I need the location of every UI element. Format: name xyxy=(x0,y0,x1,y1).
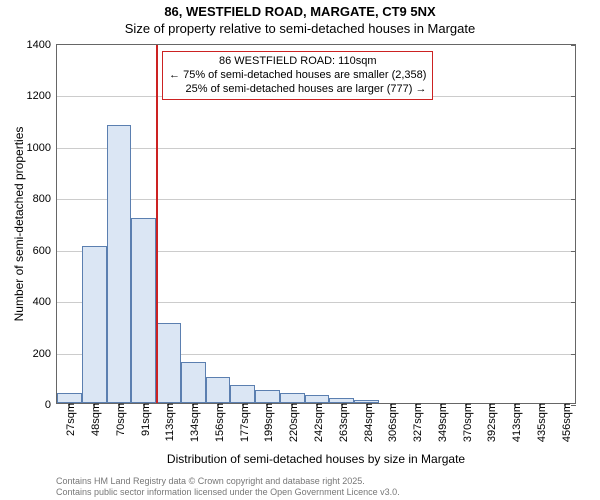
xtick-label: 70sqm xyxy=(111,403,127,436)
histogram-bar xyxy=(131,218,156,403)
xtick-label: 113sqm xyxy=(160,403,176,441)
xtick-label: 306sqm xyxy=(383,403,399,442)
histogram-bar xyxy=(181,362,206,403)
xtick-label: 27sqm xyxy=(61,403,77,436)
ytick-mark xyxy=(571,45,576,46)
ytick-mark xyxy=(571,251,576,252)
grid-line xyxy=(57,199,575,200)
title-block: 86, WESTFIELD ROAD, MARGATE, CT9 5NX Siz… xyxy=(0,0,600,38)
title-address: 86, WESTFIELD ROAD, MARGATE, CT9 5NX xyxy=(0,4,600,21)
histogram-bar xyxy=(57,393,82,403)
ytick-mark xyxy=(571,96,576,97)
histogram-bar xyxy=(82,246,107,403)
ytick-label: 0 xyxy=(45,399,57,411)
chart-container: 86, WESTFIELD ROAD, MARGATE, CT9 5NX Siz… xyxy=(0,0,600,500)
y-axis-label: Number of semi-detached properties xyxy=(12,44,26,404)
grid-line xyxy=(57,148,575,149)
marker-line xyxy=(156,45,158,403)
annotation-line3: 25% of semi-detached houses are larger (… xyxy=(169,83,426,97)
annotation-line1: 86 WESTFIELD ROAD: 110sqm xyxy=(169,55,426,69)
xtick-label: 48sqm xyxy=(86,403,102,436)
ytick-label: 600 xyxy=(33,245,57,257)
xtick-label: 349sqm xyxy=(433,403,449,442)
credit-line1: Contains HM Land Registry data © Crown c… xyxy=(56,476,400,487)
ytick-label: 200 xyxy=(33,348,57,360)
annotation-box: 86 WESTFIELD ROAD: 110sqm ← 75% of semi-… xyxy=(162,51,433,100)
histogram-bar xyxy=(206,377,231,403)
annotation-line2: ← 75% of semi-detached houses are smalle… xyxy=(169,69,426,83)
credits: Contains HM Land Registry data © Crown c… xyxy=(56,476,400,498)
xtick-label: 392sqm xyxy=(482,403,498,442)
ytick-mark xyxy=(571,148,576,149)
ytick-mark xyxy=(571,302,576,303)
title-subtitle: Size of property relative to semi-detach… xyxy=(0,21,600,38)
ytick-mark xyxy=(571,199,576,200)
ytick-mark xyxy=(571,354,576,355)
ytick-label: 1000 xyxy=(27,142,57,154)
xtick-label: 327sqm xyxy=(408,403,424,442)
xtick-label: 220sqm xyxy=(284,403,300,442)
histogram-bar xyxy=(255,390,280,403)
x-axis-label: Distribution of semi-detached houses by … xyxy=(56,452,576,466)
xtick-label: 284sqm xyxy=(359,403,375,442)
credit-line2: Contains public sector information licen… xyxy=(56,487,400,498)
xtick-label: 156sqm xyxy=(210,403,226,442)
histogram-bar xyxy=(305,395,330,403)
xtick-label: 413sqm xyxy=(507,403,523,442)
xtick-label: 370sqm xyxy=(458,403,474,442)
xtick-label: 199sqm xyxy=(259,403,275,442)
xtick-label: 134sqm xyxy=(185,403,201,442)
histogram-bar xyxy=(230,385,255,403)
xtick-label: 91sqm xyxy=(136,403,152,436)
xtick-label: 435sqm xyxy=(532,403,548,442)
histogram-bar xyxy=(156,323,181,403)
histogram-bar xyxy=(280,393,305,403)
histogram-bar xyxy=(107,125,132,403)
xtick-label: 177sqm xyxy=(235,403,251,442)
plot-area: 020040060080010001200140027sqm48sqm70sqm… xyxy=(56,44,576,404)
ytick-label: 1200 xyxy=(27,90,57,102)
xtick-label: 456sqm xyxy=(557,403,573,442)
ytick-label: 1400 xyxy=(27,39,57,51)
xtick-label: 263sqm xyxy=(334,403,350,442)
xtick-label: 242sqm xyxy=(309,403,325,442)
ytick-label: 400 xyxy=(33,296,57,308)
ytick-label: 800 xyxy=(33,193,57,205)
